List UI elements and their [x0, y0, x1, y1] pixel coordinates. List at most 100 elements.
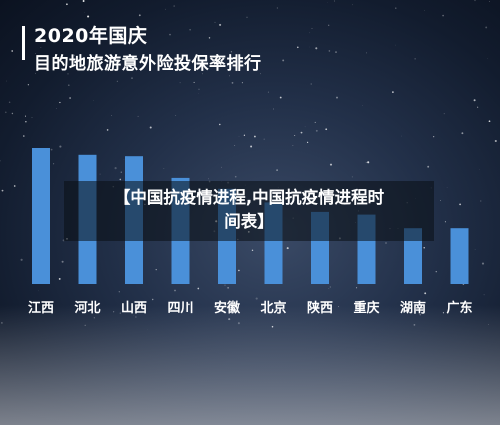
star — [38, 290, 39, 292]
star — [250, 145, 253, 148]
star — [366, 52, 367, 54]
star — [219, 123, 221, 126]
star — [351, 176, 353, 178]
star — [335, 51, 337, 53]
star — [0, 160, 1, 162]
bar-0 — [32, 148, 50, 284]
star — [435, 271, 437, 273]
bar-8 — [404, 228, 422, 284]
star — [267, 91, 269, 93]
star — [8, 101, 11, 103]
star — [273, 108, 274, 110]
chart-title-line2: 目的地旅游意外险投保率排行 — [34, 54, 262, 74]
star — [123, 248, 124, 250]
star — [230, 51, 233, 53]
star — [385, 242, 387, 244]
star — [131, 77, 133, 79]
star — [189, 29, 191, 31]
star — [310, 83, 312, 85]
star — [329, 163, 333, 166]
star — [22, 135, 25, 137]
star — [219, 23, 222, 26]
star — [485, 26, 488, 29]
overlay-caption-line2: 间表】 — [224, 212, 274, 231]
star — [221, 166, 222, 168]
star — [481, 262, 485, 265]
star — [120, 171, 123, 173]
star — [306, 141, 309, 144]
star — [53, 163, 55, 165]
star — [87, 15, 90, 18]
star — [66, 3, 68, 6]
star — [175, 115, 177, 116]
star — [179, 82, 181, 84]
x-tick-label: 山西 — [121, 300, 147, 316]
star — [56, 108, 57, 109]
x-tick-label: 湖南 — [400, 300, 426, 316]
star — [224, 284, 226, 286]
star — [444, 221, 446, 223]
star — [394, 44, 396, 46]
title-accent-bar — [22, 26, 25, 60]
star — [392, 91, 394, 93]
star — [459, 203, 462, 206]
star — [20, 258, 23, 261]
star — [241, 82, 243, 84]
star — [315, 47, 318, 50]
x-tick-label: 广东 — [446, 300, 472, 316]
star — [446, 187, 448, 188]
star — [207, 178, 209, 180]
star — [282, 59, 285, 62]
star — [138, 14, 141, 17]
star — [31, 116, 33, 118]
star — [1, 189, 4, 192]
star — [118, 291, 120, 293]
star — [25, 121, 27, 123]
star — [50, 148, 53, 151]
star — [123, 159, 125, 160]
star — [188, 303, 190, 306]
star — [67, 73, 69, 75]
star — [174, 289, 176, 292]
star — [6, 80, 8, 82]
star — [442, 14, 444, 17]
star — [27, 84, 30, 86]
star — [365, 161, 367, 163]
star — [116, 80, 118, 82]
x-tick-label: 北京 — [260, 300, 286, 316]
star — [489, 1, 490, 2]
star — [58, 277, 61, 280]
star — [35, 72, 36, 74]
bar-9 — [450, 228, 469, 284]
star — [414, 58, 416, 60]
star — [314, 121, 316, 123]
star — [229, 75, 230, 77]
star — [443, 113, 445, 115]
star — [255, 297, 258, 300]
star — [165, 8, 166, 10]
star — [198, 88, 200, 91]
star — [309, 32, 311, 34]
star — [477, 106, 479, 108]
star — [137, 115, 139, 117]
star — [328, 50, 331, 52]
x-tick-label: 四川 — [167, 301, 193, 316]
star — [260, 73, 261, 75]
star — [325, 128, 328, 131]
star — [149, 126, 152, 129]
star — [193, 81, 195, 83]
star — [401, 135, 402, 137]
star — [69, 97, 71, 99]
star — [334, 0, 335, 2]
star — [231, 82, 234, 84]
x-tick-label: 江西 — [28, 300, 54, 316]
star — [279, 96, 282, 99]
x-tick-label: 重庆 — [353, 300, 379, 316]
star — [114, 167, 117, 170]
star — [304, 126, 306, 128]
star — [84, 12, 85, 13]
star — [197, 287, 200, 290]
star — [201, 73, 204, 75]
star — [163, 168, 165, 169]
star — [311, 27, 313, 30]
